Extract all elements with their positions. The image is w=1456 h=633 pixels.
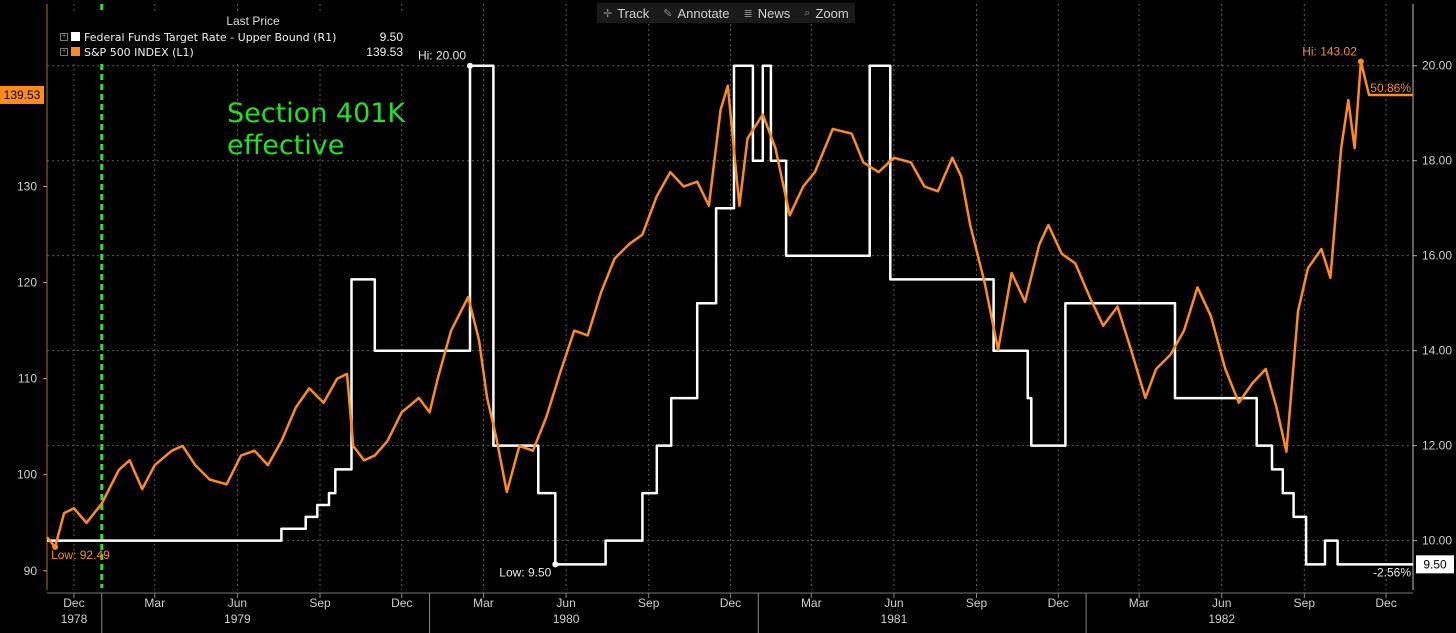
legend-swatch-fed-funds [71,32,80,41]
crosshair-icon: ✛ [603,7,613,20]
track-button[interactable]: ✛ Track [603,6,649,21]
x-axis-month-label: Sep [966,596,988,610]
right-axis-tick-label: 16.00 [1422,249,1452,263]
x-axis-month-label: Dec [63,596,84,610]
track-label: Track [617,5,650,21]
x-axis-month-label: Dec [1048,596,1069,610]
left-axis-tick-label: 90 [24,564,38,578]
x-axis-month-label: Sep [1294,596,1316,610]
extreme-point-marker [467,62,474,69]
right-current-value-label: 9.50 [1423,557,1447,571]
expand-icon[interactable]: + [60,48,68,56]
news-button[interactable]: ≣ News [744,6,791,21]
chart-toolbar: ✛ Track ✎ Annotate ≣ News ⌕ Zoom [597,3,855,23]
left-current-value-box [0,85,44,104]
x-axis-month-label: Sep [638,596,660,610]
pencil-icon: ✎ [663,7,673,20]
x-axis-band [0,590,1456,633]
right-axis-tick-label: 20.00 [1422,59,1452,73]
extreme-point-marker [52,543,59,550]
magnifier-icon: ⌕ [804,6,811,19]
annotate-label: Annotate [677,5,730,21]
left-axis-tick-label: 110 [18,372,37,386]
legend-value-fed-funds: 9.50 [379,30,403,44]
extreme-point-label: Low: 9.50 [499,565,551,579]
fed-funds-series-line [47,64,1413,566]
left-axis-tick-label: 130 [17,180,37,194]
extreme-point-label: Hi: 20.00 [418,49,466,63]
chart-legend: Last Price + Federal Funds Target Rate -… [58,12,408,62]
x-axis-year-label: 1979 [224,612,251,626]
zoom-button[interactable]: ⌕ Zoom [804,6,848,21]
series-change-label: -2.56% [1373,565,1411,579]
expand-icon[interactable]: + [60,33,68,41]
annotate-button[interactable]: ✎ Annotate [663,6,729,21]
legend-header: Last Price [226,14,280,28]
x-axis-month-label: Sep [309,596,331,610]
right-axis-tick-label: 10.00 [1422,534,1452,548]
x-axis-year-label: 1982 [1208,612,1235,626]
legend-swatch-sp500 [71,47,80,56]
x-axis-month-label: Mar [801,596,822,610]
series-change-label: 50.86% [1370,81,1411,95]
legend-row-sp500[interactable]: + S&P 500 INDEX (L1) 139.53 [58,45,408,60]
legend-name-sp500: S&P 500 INDEX (L1) [84,46,194,59]
x-axis-year-label: 1980 [553,612,580,626]
legend-row-fed-funds[interactable]: + Federal Funds Target Rate - Upper Boun… [58,30,408,45]
left-axis-tick-label: 120 [17,276,37,290]
sp500-series-line [46,60,1413,549]
x-axis-year-label: 1981 [881,612,908,626]
x-axis-month-label: Dec [720,596,741,610]
x-axis-month-label: Jun [884,596,903,610]
right-axis-tick-label: 18.00 [1422,154,1452,168]
right-axis-tick-label: 12.00 [1422,439,1452,453]
extreme-point-label: Hi: 143.02 [1302,44,1357,58]
x-axis-month-label: Mar [144,596,165,610]
legend-name-fed-funds: Federal Funds Target Rate - Upper Bound … [84,31,337,44]
extreme-point-label: Low: 92.49 [51,548,110,562]
section-401k-annotation: Section 401K effective [227,98,405,162]
left-axis-tick-label: 100 [17,468,37,482]
x-axis-month-label: Dec [1375,596,1396,610]
news-icon: ≣ [743,7,753,20]
legend-value-sp500: 139.53 [366,45,403,59]
right-axis-tick-label: 14.00 [1422,344,1452,358]
right-current-value-box [1416,555,1454,574]
extreme-point-marker [552,561,559,568]
x-axis-month-label: Jun [228,596,247,610]
x-axis-year-label: 1978 [61,612,88,626]
annotation-line-1: Section 401K [227,98,406,129]
x-axis-month-label: Dec [391,596,412,610]
left-current-value-label: 139.53 [4,88,41,102]
x-axis-month-label: Jun [556,596,575,610]
x-axis-month-label: Mar [473,596,494,610]
x-axis-month-label: Mar [1129,596,1150,610]
x-axis-month-label: Jun [1212,596,1231,610]
annotation-line-2: effective [227,130,345,161]
zoom-label: Zoom [815,5,849,21]
news-label: News [757,5,791,21]
extreme-point-marker [1357,58,1364,65]
